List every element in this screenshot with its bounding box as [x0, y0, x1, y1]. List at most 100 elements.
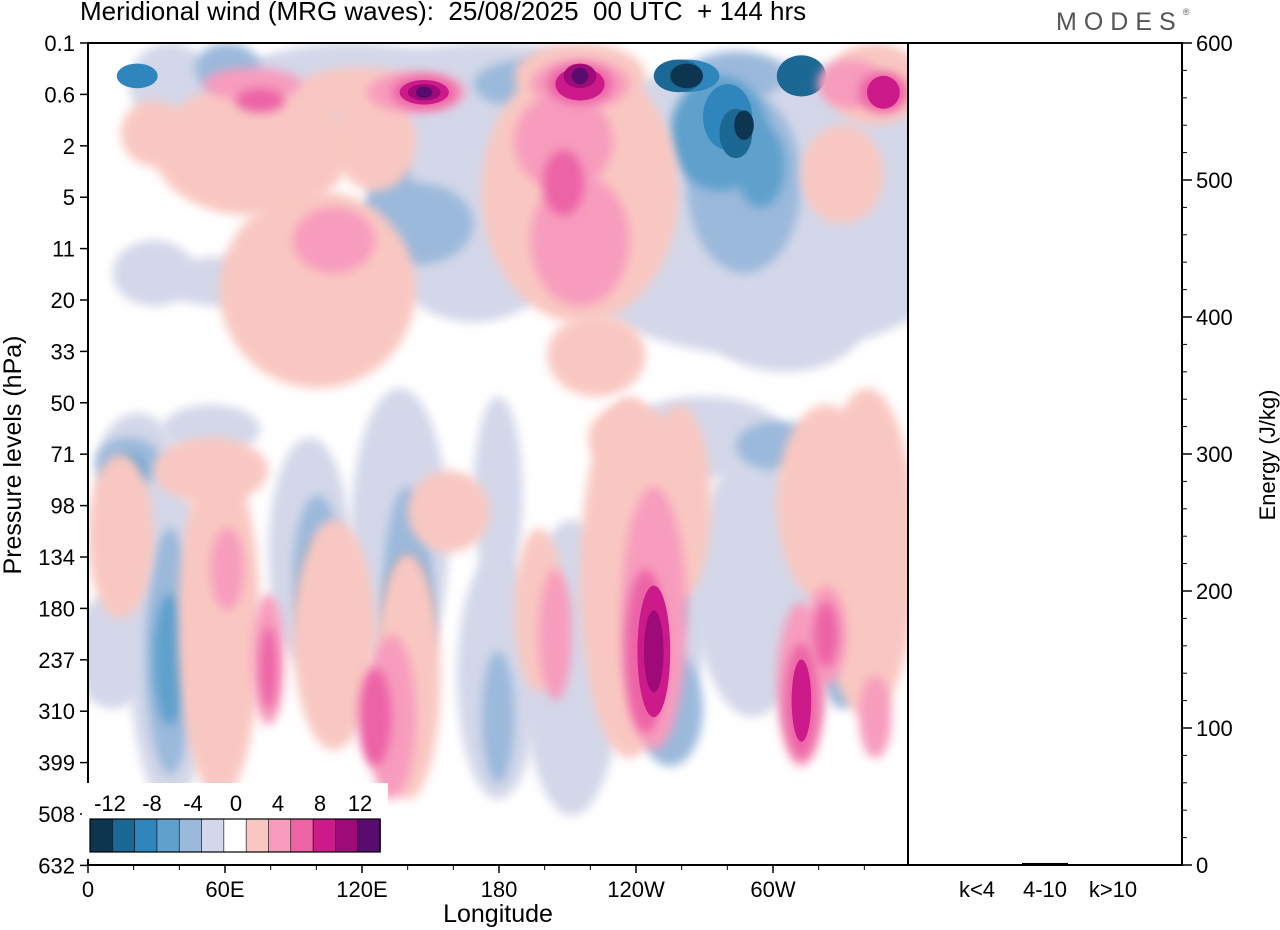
axis-ticks: 0.1 0.6 2 5 11 20 33 50 71 98 134 180 237 310 399 508 63…: [38, 31, 1232, 902]
y-tick-label: 632: [38, 853, 75, 878]
y-tick-label: 180: [38, 596, 75, 621]
energy-tick-label: 300: [1196, 442, 1233, 467]
x-tick-label: 60E: [205, 877, 244, 902]
y-tick-label: 20: [51, 288, 75, 313]
contour-region: [260, 626, 277, 709]
contour-region: [293, 519, 375, 750]
contour-region: [571, 67, 589, 85]
contour-region: [801, 125, 884, 224]
energy-category-label: 4-10: [1023, 877, 1067, 902]
colorbar-swatch: [112, 818, 136, 853]
contour-region: [473, 396, 523, 594]
contour-field: [88, 43, 908, 816]
y-tick-label: 508: [38, 802, 75, 827]
colorbar-label: -12: [94, 791, 126, 816]
y-axis-label: Pressure levels (hPa): [0, 336, 27, 575]
colorbar-label: 12: [348, 791, 372, 816]
energy-bars: k<4 4-10 k>10: [954, 862, 1137, 902]
energy-panel-frame: [907, 42, 1183, 866]
contour-region: [116, 63, 158, 89]
colorbar-swatch: [290, 818, 314, 853]
contour-region: [112, 240, 195, 307]
contour-region: [293, 207, 375, 274]
contour-region: [711, 289, 859, 372]
energy-tick-label: 400: [1196, 305, 1233, 330]
y-tick-label: 33: [51, 339, 75, 364]
y-tick-label: 0.6: [44, 82, 75, 107]
contour-region: [867, 75, 900, 109]
colorbar-swatch: [335, 818, 359, 853]
contour-region: [416, 86, 433, 99]
x-tick-label: 180: [481, 877, 518, 902]
colorbar-swatch: [268, 818, 292, 853]
y-tick-label: 0.1: [44, 31, 75, 56]
contour-region: [178, 453, 261, 800]
colorbar-swatch: [357, 818, 381, 853]
contour-region: [588, 404, 671, 471]
y-tick-label: 134: [38, 545, 75, 570]
contour-region: [543, 149, 585, 216]
x-tick-label: 120E: [336, 877, 387, 902]
contour-region: [88, 593, 154, 709]
contour-region: [858, 675, 892, 759]
x-tick-label: 60W: [750, 877, 795, 902]
x-axis-label: Longitude: [443, 900, 553, 928]
colorbar-label: -4: [183, 791, 203, 816]
energy-axis-label: Energy (J/kg): [1255, 390, 1280, 521]
colorbar-label: 4: [272, 791, 284, 816]
energy-tick-label: 500: [1196, 168, 1233, 193]
contour-region: [734, 110, 754, 140]
contour-region: [813, 601, 839, 668]
energy-tick-label: 600: [1196, 31, 1233, 56]
contour-region: [776, 404, 876, 602]
contour-region: [211, 528, 244, 611]
contour-region: [481, 651, 515, 783]
colorbar-swatch: [178, 818, 203, 853]
contour-region: [407, 470, 490, 553]
energy-category-label: k>10: [1089, 877, 1137, 902]
chart-title: Meridional wind (MRG waves): 25/08/2025 …: [80, 0, 807, 26]
energy-bar: [954, 864, 1000, 866]
y-tick-label: 2: [63, 134, 75, 159]
colorbar-frame: [89, 818, 381, 853]
y-tick-label: 71: [51, 442, 75, 467]
y-tick-label: 11: [52, 237, 75, 262]
colorbar-swatch: [223, 818, 247, 853]
colorbar-swatch: [134, 818, 158, 853]
energy-tick-label: 0: [1196, 853, 1208, 878]
colorbar-swatch: [156, 818, 181, 853]
modes-logo: MODES®: [1056, 6, 1190, 37]
colorbar: -12 -8 -4 0 4 8 12: [82, 783, 388, 859]
y-tick-label: 310: [38, 699, 75, 724]
contour-region: [670, 63, 703, 89]
contour-region: [88, 454, 154, 619]
energy-tick-label: 100: [1196, 716, 1233, 741]
energy-category-label: k<4: [959, 877, 995, 902]
contour-region: [644, 610, 664, 693]
colorbar-label: 0: [230, 791, 242, 816]
colorbar-swatch: [245, 818, 270, 853]
colorbar-label: 8: [314, 791, 326, 816]
colorbar-label: -8: [142, 791, 162, 816]
contour-region: [153, 84, 351, 216]
contour-region: [120, 100, 187, 167]
brand-text: MODES: [1056, 8, 1183, 36]
contour-region: [547, 314, 646, 397]
contour-region: [776, 55, 827, 97]
contour-region: [358, 667, 392, 767]
contour-region: [514, 92, 613, 191]
brand-registered-mark: ®: [1182, 6, 1190, 17]
colorbar-swatch: [312, 818, 337, 853]
contour-region: [334, 92, 416, 191]
x-tick-label: 120W: [607, 877, 665, 902]
energy-bar: [1022, 862, 1068, 865]
colorbar-swatch: [201, 818, 225, 853]
y-tick-label: 50: [51, 391, 75, 416]
contour-region: [791, 659, 812, 742]
y-tick-label: 399: [38, 751, 75, 776]
colorbar-swatch: [89, 818, 114, 853]
x-tick-label: 0: [82, 877, 94, 902]
energy-tick-label: 200: [1196, 579, 1233, 604]
energy-bar: [1090, 864, 1136, 866]
